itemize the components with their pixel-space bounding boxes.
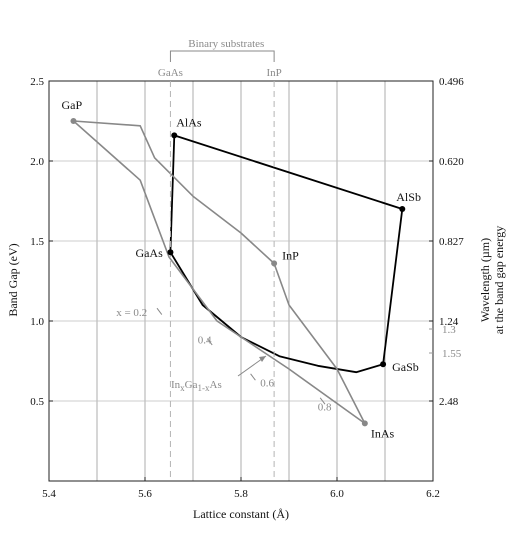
composition-tick-0	[156, 307, 163, 315]
y-tick-label-2: 1.5	[30, 236, 44, 248]
substrate-title: Binary substrates	[188, 38, 264, 50]
substrate-label-1: InP	[266, 67, 281, 79]
point-label-inp: InP	[282, 248, 299, 262]
ingaas-label-part-4: As	[210, 379, 222, 391]
x-axis-title: Lattice constant (Å)	[193, 507, 289, 521]
y2-tick-label-2: 0.827	[439, 236, 464, 248]
point-gasb	[380, 361, 387, 368]
series-line-4	[72, 120, 366, 425]
composition-label-2: 0.6	[260, 378, 274, 390]
ingaas-label-part-2: Ga	[185, 379, 198, 391]
y2-gray-tick-label-1: 1.55	[442, 348, 462, 360]
ingaas-label-part-0: In	[171, 379, 181, 391]
y2-axis-title-line2: at the band gap energy	[492, 226, 506, 334]
ingaas-pointer-arrowhead	[259, 356, 266, 362]
point-label-alas: AlAs	[176, 115, 202, 129]
x-tick-label-2: 5.8	[234, 488, 248, 500]
composition-label-0: x = 0.2	[116, 307, 147, 319]
point-gaas	[167, 249, 174, 256]
ingaas-label: InxGa1-xAs	[171, 379, 222, 393]
series-line-1	[169, 135, 176, 253]
series-line-2	[169, 251, 384, 374]
y-axis-title: Band Gap (eV)	[6, 243, 20, 316]
axis-ticks: 5.4 5.6 5.8 6.0 6.2 0.5 1.0 1.5 2.0 2.5 0.496 0.620…	[30, 76, 464, 500]
y2-gray-tick-label-0: 1.3	[442, 324, 456, 336]
x-tick-label-1: 5.6	[138, 488, 152, 500]
series-line-5	[273, 263, 366, 424]
point-alsb	[399, 206, 406, 212]
y2-tick-label-0: 0.496	[439, 76, 464, 88]
point-label-gap: GaP	[61, 98, 82, 112]
point-gap	[70, 118, 77, 124]
y2-axis-title-line1: Wavelength (µm)	[478, 238, 492, 322]
x-tick-label-4: 6.2	[426, 488, 440, 500]
point-label-gasb: GaSb	[392, 360, 419, 374]
composition-tick-2	[250, 373, 256, 381]
composition-tick-3	[319, 397, 326, 405]
composition-tick-1	[206, 338, 213, 346]
series-layer	[72, 120, 404, 425]
x-tick-label-3: 6.0	[330, 488, 344, 500]
point-inp	[271, 260, 278, 267]
substrate-label-0: GaAs	[158, 67, 183, 79]
x-tick-label-0: 5.4	[42, 488, 56, 500]
point-label-alsb: AlSb	[396, 190, 421, 204]
gridlines	[49, 81, 433, 481]
composition-label-3: 0.8	[318, 402, 332, 414]
y2-tick-label-4: 2.48	[439, 396, 459, 408]
composition-label-1: 0.4	[198, 334, 212, 346]
y-tick-label-3: 2.0	[30, 156, 44, 168]
annotations: x = 0.2 0.4 0.6 0.8 InxGa1-xAs	[116, 307, 332, 413]
y2-tick-label-3: 1.24	[439, 316, 459, 328]
y-tick-label-4: 2.5	[30, 76, 44, 88]
point-inas	[361, 420, 368, 427]
point-label-gaas: GaAs	[135, 246, 163, 260]
y-tick-label-0: 0.5	[30, 396, 44, 408]
y-tick-label-1: 1.0	[30, 316, 44, 328]
point-alas	[171, 132, 178, 139]
ingaas-label-part-3: 1-x	[198, 383, 210, 393]
y2-tick-label-1: 0.620	[439, 156, 464, 168]
substrate-bracket	[169, 50, 275, 62]
point-label-inas: InAs	[371, 426, 395, 440]
series-line-3	[73, 120, 275, 264]
ingaas-label-part-1: x	[180, 383, 185, 393]
